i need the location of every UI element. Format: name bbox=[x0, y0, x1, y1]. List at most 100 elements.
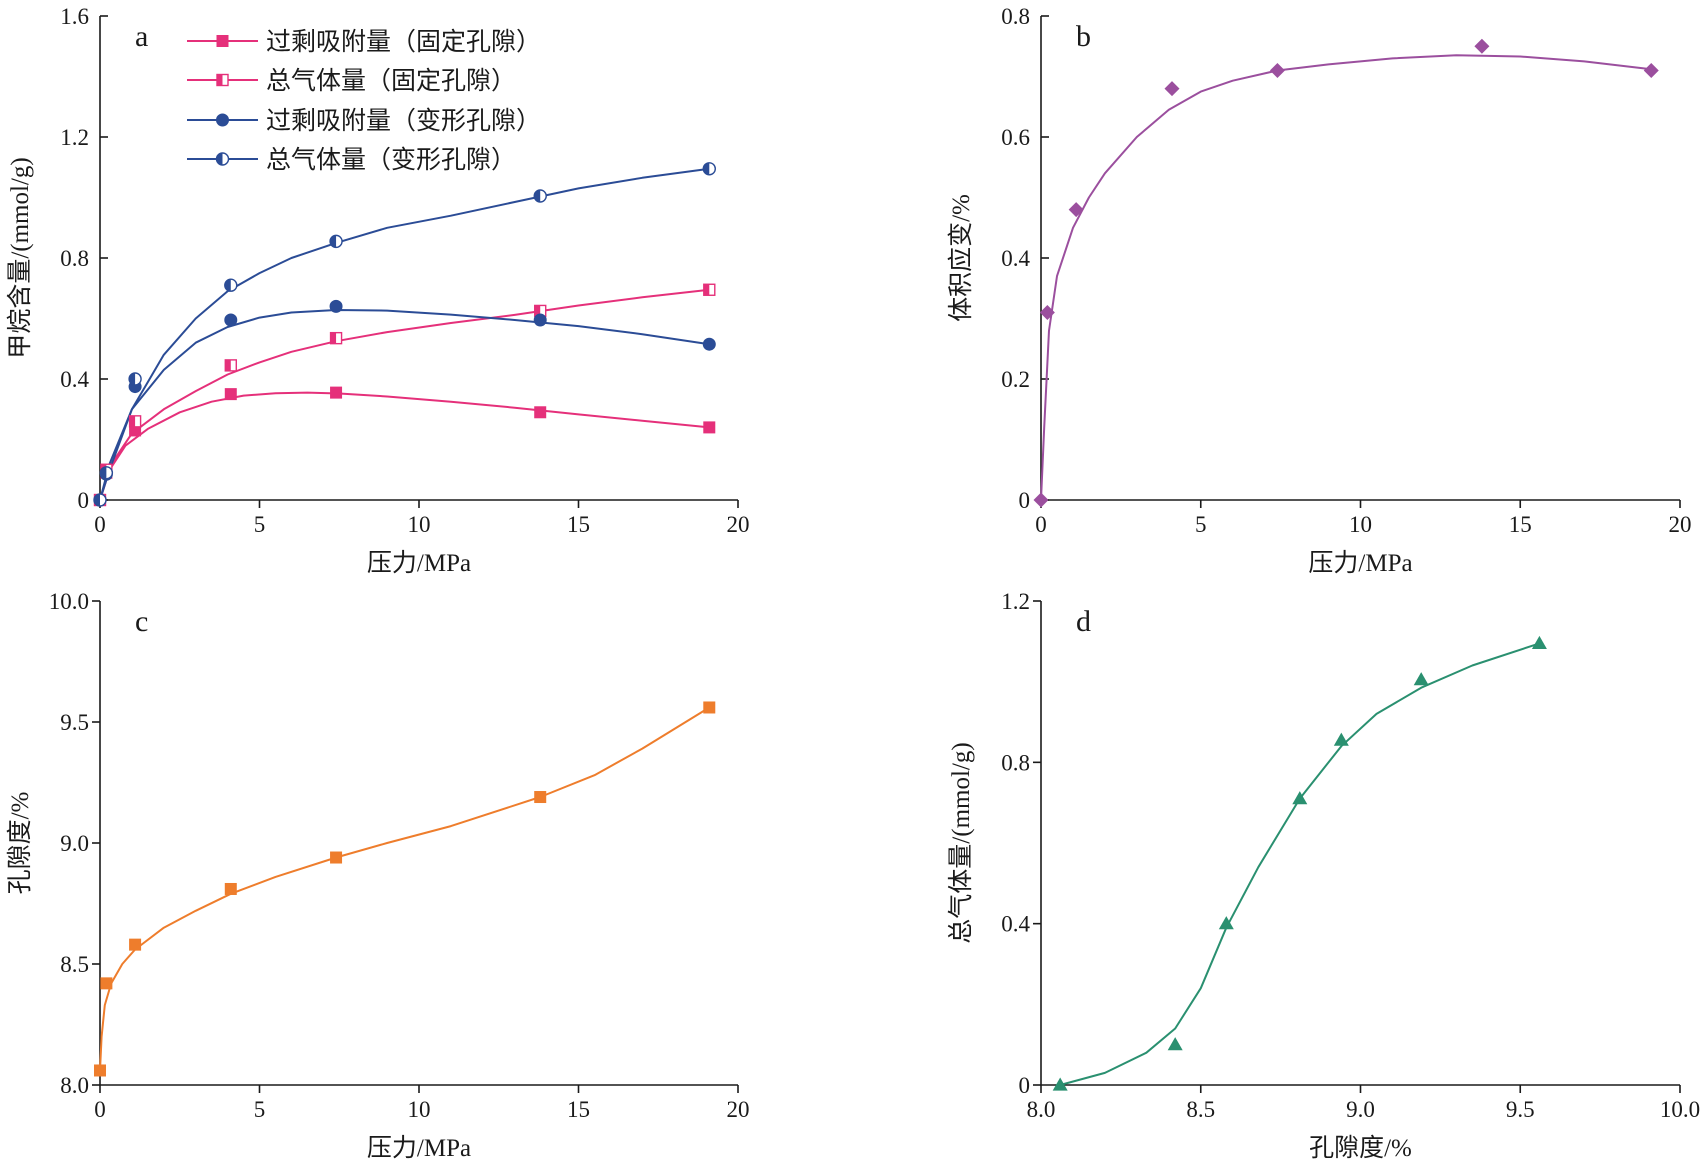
y-tick-label: 8.5 bbox=[60, 952, 89, 977]
data-point bbox=[1218, 916, 1234, 930]
data-point bbox=[1164, 81, 1180, 97]
x-axis-title: 压力/MPa bbox=[367, 1134, 471, 1162]
legend-item: 总气体量（固定孔隙） bbox=[187, 67, 516, 95]
y-tick-label: 10.0 bbox=[49, 589, 89, 614]
legend-item: 过剩吸附量（变形孔隙） bbox=[187, 107, 541, 135]
series-1 bbox=[94, 386, 716, 506]
y-tick-label: 0.8 bbox=[1001, 750, 1030, 775]
y-axis-title: 体积应变/% bbox=[947, 194, 975, 322]
y-tick-label: 1.2 bbox=[60, 125, 89, 150]
data-point bbox=[1474, 38, 1490, 54]
data-point bbox=[534, 406, 547, 419]
fit-curve bbox=[99, 391, 710, 501]
data-point bbox=[703, 701, 716, 714]
panel-label: d bbox=[1076, 605, 1091, 638]
x-tick-label: 8.5 bbox=[1186, 1097, 1215, 1122]
y-tick-label: 0.4 bbox=[60, 367, 89, 392]
legend-item: 总气体量（变形孔隙） bbox=[187, 146, 516, 174]
data-point bbox=[702, 162, 716, 176]
data-point bbox=[534, 791, 547, 804]
data-point bbox=[703, 283, 716, 296]
x-tick-label: 10 bbox=[1349, 512, 1372, 537]
x-axis-title: 压力/MPa bbox=[367, 549, 471, 577]
data-point bbox=[1068, 202, 1084, 218]
panel-label: c bbox=[135, 605, 148, 638]
data-point bbox=[329, 234, 343, 249]
y-tick-label: 1.2 bbox=[1001, 589, 1030, 614]
y-axis-title: 孔隙度/% bbox=[6, 792, 34, 895]
data-point bbox=[93, 493, 107, 507]
series-1 bbox=[1033, 38, 1659, 508]
y-tick-label: 0.4 bbox=[1001, 246, 1030, 271]
legend-marker bbox=[216, 35, 229, 47]
x-tick-label: 0 bbox=[1035, 512, 1047, 537]
fit-curve bbox=[99, 167, 710, 501]
legend-label: 总气体量（变形孔隙） bbox=[266, 146, 516, 174]
panel-b: 0 0.2 0.4 0.6 0.8 0 5 10 15 20 压力/MPa 体积应变/% b bbox=[947, 4, 1692, 577]
data-point bbox=[224, 278, 238, 292]
series-1 bbox=[94, 701, 716, 1077]
data-point bbox=[94, 1064, 106, 1077]
x-tick-label: 20 bbox=[1669, 512, 1692, 537]
data-point bbox=[1167, 1037, 1183, 1051]
y-tick-label: 0 bbox=[1019, 488, 1031, 513]
series-1 bbox=[1052, 635, 1547, 1091]
data-point bbox=[100, 977, 113, 990]
x-tick-label: 10 bbox=[408, 512, 431, 537]
y-tick-label: 0.2 bbox=[1001, 367, 1030, 392]
x-tick-label: 5 bbox=[254, 512, 266, 537]
data-point bbox=[128, 415, 142, 428]
x-tick-label: 0 bbox=[94, 1097, 106, 1122]
y-tick-label: 0.4 bbox=[1001, 912, 1030, 937]
fit-curve bbox=[1059, 642, 1540, 1086]
panel-a: 0 0.4 0.8 1.2 1.6 0 5 10 15 20 压力/MPa 甲烷含量/(mmol/g)… bbox=[6, 4, 750, 577]
panel-label: b bbox=[1076, 20, 1091, 53]
x-axis-title: 压力/MPa bbox=[1308, 549, 1412, 577]
x-axis-title: 孔隙度/% bbox=[1309, 1134, 1412, 1162]
fit-curve bbox=[99, 288, 710, 501]
legend-label: 总气体量（固定孔隙） bbox=[266, 67, 516, 95]
legend-marker bbox=[216, 113, 229, 127]
x-tick-label: 9.0 bbox=[1346, 1097, 1375, 1122]
data-point bbox=[329, 331, 343, 345]
x-tick-label: 15 bbox=[567, 512, 590, 537]
data-point bbox=[330, 851, 343, 864]
data-point bbox=[1413, 672, 1429, 686]
y-tick-label: 9.5 bbox=[60, 710, 89, 735]
data-point bbox=[224, 388, 237, 401]
y-axis-title: 总气体量/(mmol/g) bbox=[947, 742, 975, 943]
series-4 bbox=[93, 162, 716, 507]
data-point bbox=[1333, 732, 1349, 746]
data-point bbox=[702, 337, 716, 351]
y-tick-label: 8.0 bbox=[60, 1073, 89, 1098]
y-axis-title: 甲烷含量/(mmol/g) bbox=[6, 157, 34, 358]
data-point bbox=[330, 386, 343, 399]
x-tick-label: 10 bbox=[408, 1097, 431, 1122]
legend: 过剩吸附量（固定孔隙） 总气体量（固定孔隙） 过剩吸附量（变形孔隙） 总气体量（变形孔… bbox=[187, 28, 541, 174]
fit-curve bbox=[99, 309, 710, 501]
data-point bbox=[1531, 635, 1547, 649]
data-point bbox=[533, 189, 547, 203]
y-tick-label: 9.0 bbox=[60, 831, 89, 856]
x-tick-label: 0 bbox=[94, 512, 106, 537]
data-point bbox=[1039, 304, 1055, 320]
y-tick-label: 0 bbox=[1019, 1073, 1031, 1098]
data-point bbox=[703, 421, 716, 434]
fit-curve bbox=[99, 706, 710, 1071]
legend-marker bbox=[215, 152, 230, 166]
panel-label: a bbox=[135, 20, 148, 53]
data-point bbox=[1643, 62, 1659, 78]
data-point bbox=[99, 466, 114, 480]
data-point bbox=[329, 299, 343, 313]
data-point bbox=[224, 882, 237, 895]
legend-label: 过剩吸附量（变形孔隙） bbox=[266, 107, 541, 135]
x-tick-label: 15 bbox=[1509, 512, 1532, 537]
x-tick-label: 15 bbox=[567, 1097, 590, 1122]
x-tick-label: 20 bbox=[727, 1097, 750, 1122]
y-tick-label: 0.8 bbox=[1001, 4, 1030, 29]
legend-item: 过剩吸附量（固定孔隙） bbox=[187, 28, 541, 56]
legend-label: 过剩吸附量（固定孔隙） bbox=[266, 28, 541, 56]
y-tick-label: 0.6 bbox=[1001, 125, 1030, 150]
x-tick-label: 9.5 bbox=[1506, 1097, 1535, 1122]
